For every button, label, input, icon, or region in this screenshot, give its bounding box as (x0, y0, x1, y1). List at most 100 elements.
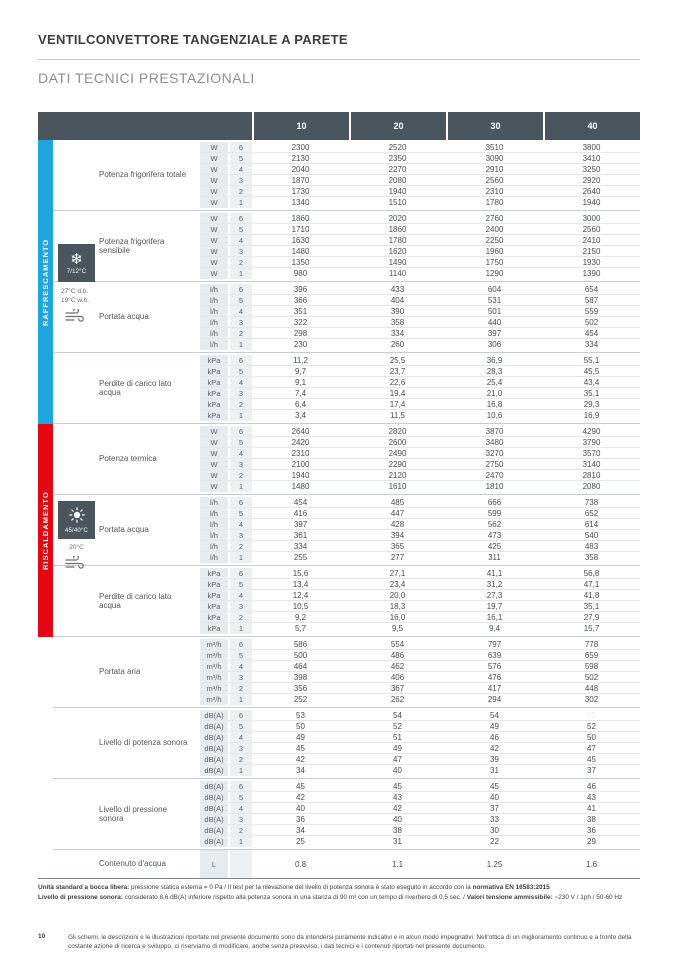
table-row: W 6 2300 2520 3510 3800 (200, 142, 640, 153)
value-cell: 43,4 (583, 377, 600, 387)
value-cell: 50 (296, 721, 305, 731)
unit-cell: kPa (200, 568, 228, 578)
table-row: W 2 1350 1490 1750 1930 (200, 257, 640, 268)
table-row: kPa 6 15,6 27,1 41,1 56,8 (200, 568, 640, 579)
speed-cell: 6 (230, 497, 252, 507)
speed-cell: 5 (230, 508, 252, 518)
table-section: Livello di pressione sonora dB(A) 6 45 45 45 4… (38, 779, 640, 850)
value-cell: 397 (487, 328, 502, 338)
value-cell: 425 (487, 541, 502, 551)
table-row: l/h 4 351 390 501 559 (200, 306, 640, 317)
value-cell: 358 (390, 317, 405, 327)
value-cell: 1610 (388, 482, 407, 491)
unit-cell: kPa (200, 410, 228, 421)
unit-cell: kPa (200, 388, 228, 398)
value-cell: 47 (587, 743, 596, 753)
no-bar (38, 850, 53, 878)
table-row: dB(A) 2 42 47 39 45 (200, 754, 640, 765)
wind-icon (65, 554, 85, 575)
value-cell: 3510 (485, 142, 504, 152)
value-cell: 365 (390, 541, 405, 551)
section-content: Potenza termica W 6 2640 2820 3870 4290 W 5 2420 2… (53, 424, 640, 495)
cooling-cond-wb: 19°C w.b. (61, 296, 89, 304)
speed-cell: 3 (230, 672, 252, 682)
table-row: l/h 6 454 485 666 738 (200, 497, 640, 508)
size-column-header: 40 (543, 112, 640, 140)
value-cell: 2020 (388, 213, 407, 223)
speed-cell: 1 (230, 765, 252, 776)
value-cell: 298 (293, 328, 308, 338)
unit-cell: W (200, 459, 228, 469)
section-content: Contenuto d'acqua L 0.8 1.1 1.25 1.6 (53, 850, 640, 878)
cooling-air-conditions: 27°C d.b. 19°C w.b. (61, 288, 89, 305)
table-row: dB(A) 6 53 54 54 55 (200, 710, 640, 721)
unit-cell: dB(A) (200, 765, 228, 776)
row-label: Perdite di carico lato acqua (99, 591, 172, 611)
value-cell: 23,4 (389, 579, 406, 589)
value-cell: 23,7 (389, 366, 406, 376)
value-cell: 3790 (582, 437, 601, 447)
section-rows: kPa 6 15,6 27,1 41,1 56,8 kPa 5 13,4 23,4 31,2 47,1… (200, 568, 640, 634)
section-content: Portata aria m³/h 6 586 554 797 778 m³/h 5 500 486… (53, 637, 640, 708)
speed-cell: 1 (230, 197, 252, 208)
unit-cell: l/h (200, 508, 228, 518)
unit-cell: W (200, 164, 228, 174)
section-content: Portata acqua l/h 6 454 485 666 738 l/h 5 416 447 5… (53, 495, 640, 566)
value-cell: 42 (393, 803, 402, 813)
value-cell: 16,9 (583, 411, 600, 420)
value-cell: 531 (487, 295, 502, 305)
value-cell: 2350 (388, 153, 407, 163)
cooling-temperature-badge: ❄ 7/12°C (58, 244, 95, 282)
value-cell: 3870 (485, 426, 504, 436)
value-cell: 22,6 (389, 377, 406, 387)
cooling-water-temp: 7/12°C (66, 269, 87, 275)
cooling-cond-db: 27°C d.b. (61, 288, 89, 295)
value-cell: 29,3 (583, 399, 600, 409)
unit-cell: dB(A) (200, 743, 228, 753)
table-row: dB(A) 5 42 43 40 43 (200, 792, 640, 803)
section-rows: W 6 2300 2520 3510 3800 W 5 2130 2350 3090 3410 W 4 20… (200, 142, 640, 208)
value-cell: 2520 (388, 142, 407, 152)
value-cell: 49 (393, 743, 402, 753)
value-cell: 502 (584, 672, 599, 682)
note-term: Valori tensione ammissibile: (466, 894, 553, 901)
section-icon-spacer (53, 710, 99, 776)
value-cell: 1510 (388, 198, 407, 207)
speed-cell: 3 (230, 246, 252, 256)
value-cell: 260 (390, 340, 405, 349)
table-row: W 3 1480 1620 1960 2150 (200, 246, 640, 257)
unit-cell: l/h (200, 284, 228, 294)
unit-cell: dB(A) (200, 781, 228, 791)
table-row: l/h 1 255 277 311 358 (200, 552, 640, 563)
row-label: Livello di potenza sonora (99, 738, 188, 748)
value-cell: 483 (584, 541, 599, 551)
unit-cell: l/h (200, 497, 228, 507)
speed-cell: 6 (230, 781, 252, 791)
table-section: Portata acqua l/h 6 454 485 666 738 l/h 5 416 447 5… (38, 495, 640, 566)
value-cell: 47 (393, 754, 402, 764)
value-cell: 1620 (388, 246, 407, 256)
section-rows: W 6 1860 2020 2760 3000 W 5 1710 1860 2400 2560 W 4 16… (200, 213, 640, 279)
value-cell: 2150 (582, 246, 601, 256)
unit-cell: kPa (200, 355, 228, 365)
value-cell: 15,6 (292, 568, 309, 578)
value-cell: 394 (390, 530, 405, 540)
value-cell: 1930 (582, 257, 601, 267)
table-row: W 5 2420 2600 3480 3790 (200, 437, 640, 448)
value-cell: 9,4 (488, 624, 501, 633)
table-row: l/h 2 298 334 397 454 (200, 328, 640, 339)
speed-cell: 3 (230, 814, 252, 824)
section-content: Perdite di carico lato acqua kPa 6 15,6 27,1… (53, 566, 640, 637)
value-cell: 501 (487, 306, 502, 316)
table-row: l/h 1 230 260 306 334 (200, 339, 640, 350)
value-cell: 1.6 (585, 859, 598, 869)
value-cell: 652 (584, 508, 599, 518)
value-cell: 2640 (582, 186, 601, 196)
value-cell: 27,9 (583, 612, 600, 622)
value-cell: 1860 (291, 213, 310, 223)
table-row: kPa 4 12,4 20,0 27,3 41,8 (200, 590, 640, 601)
unit-cell: W (200, 426, 228, 436)
value-cell: 35,1 (583, 388, 600, 398)
section-rows: m³/h 6 586 554 797 778 m³/h 5 500 486 639 659 m³/h 4 4… (200, 639, 640, 705)
table-row: dB(A) 2 34 38 30 36 (200, 825, 640, 836)
